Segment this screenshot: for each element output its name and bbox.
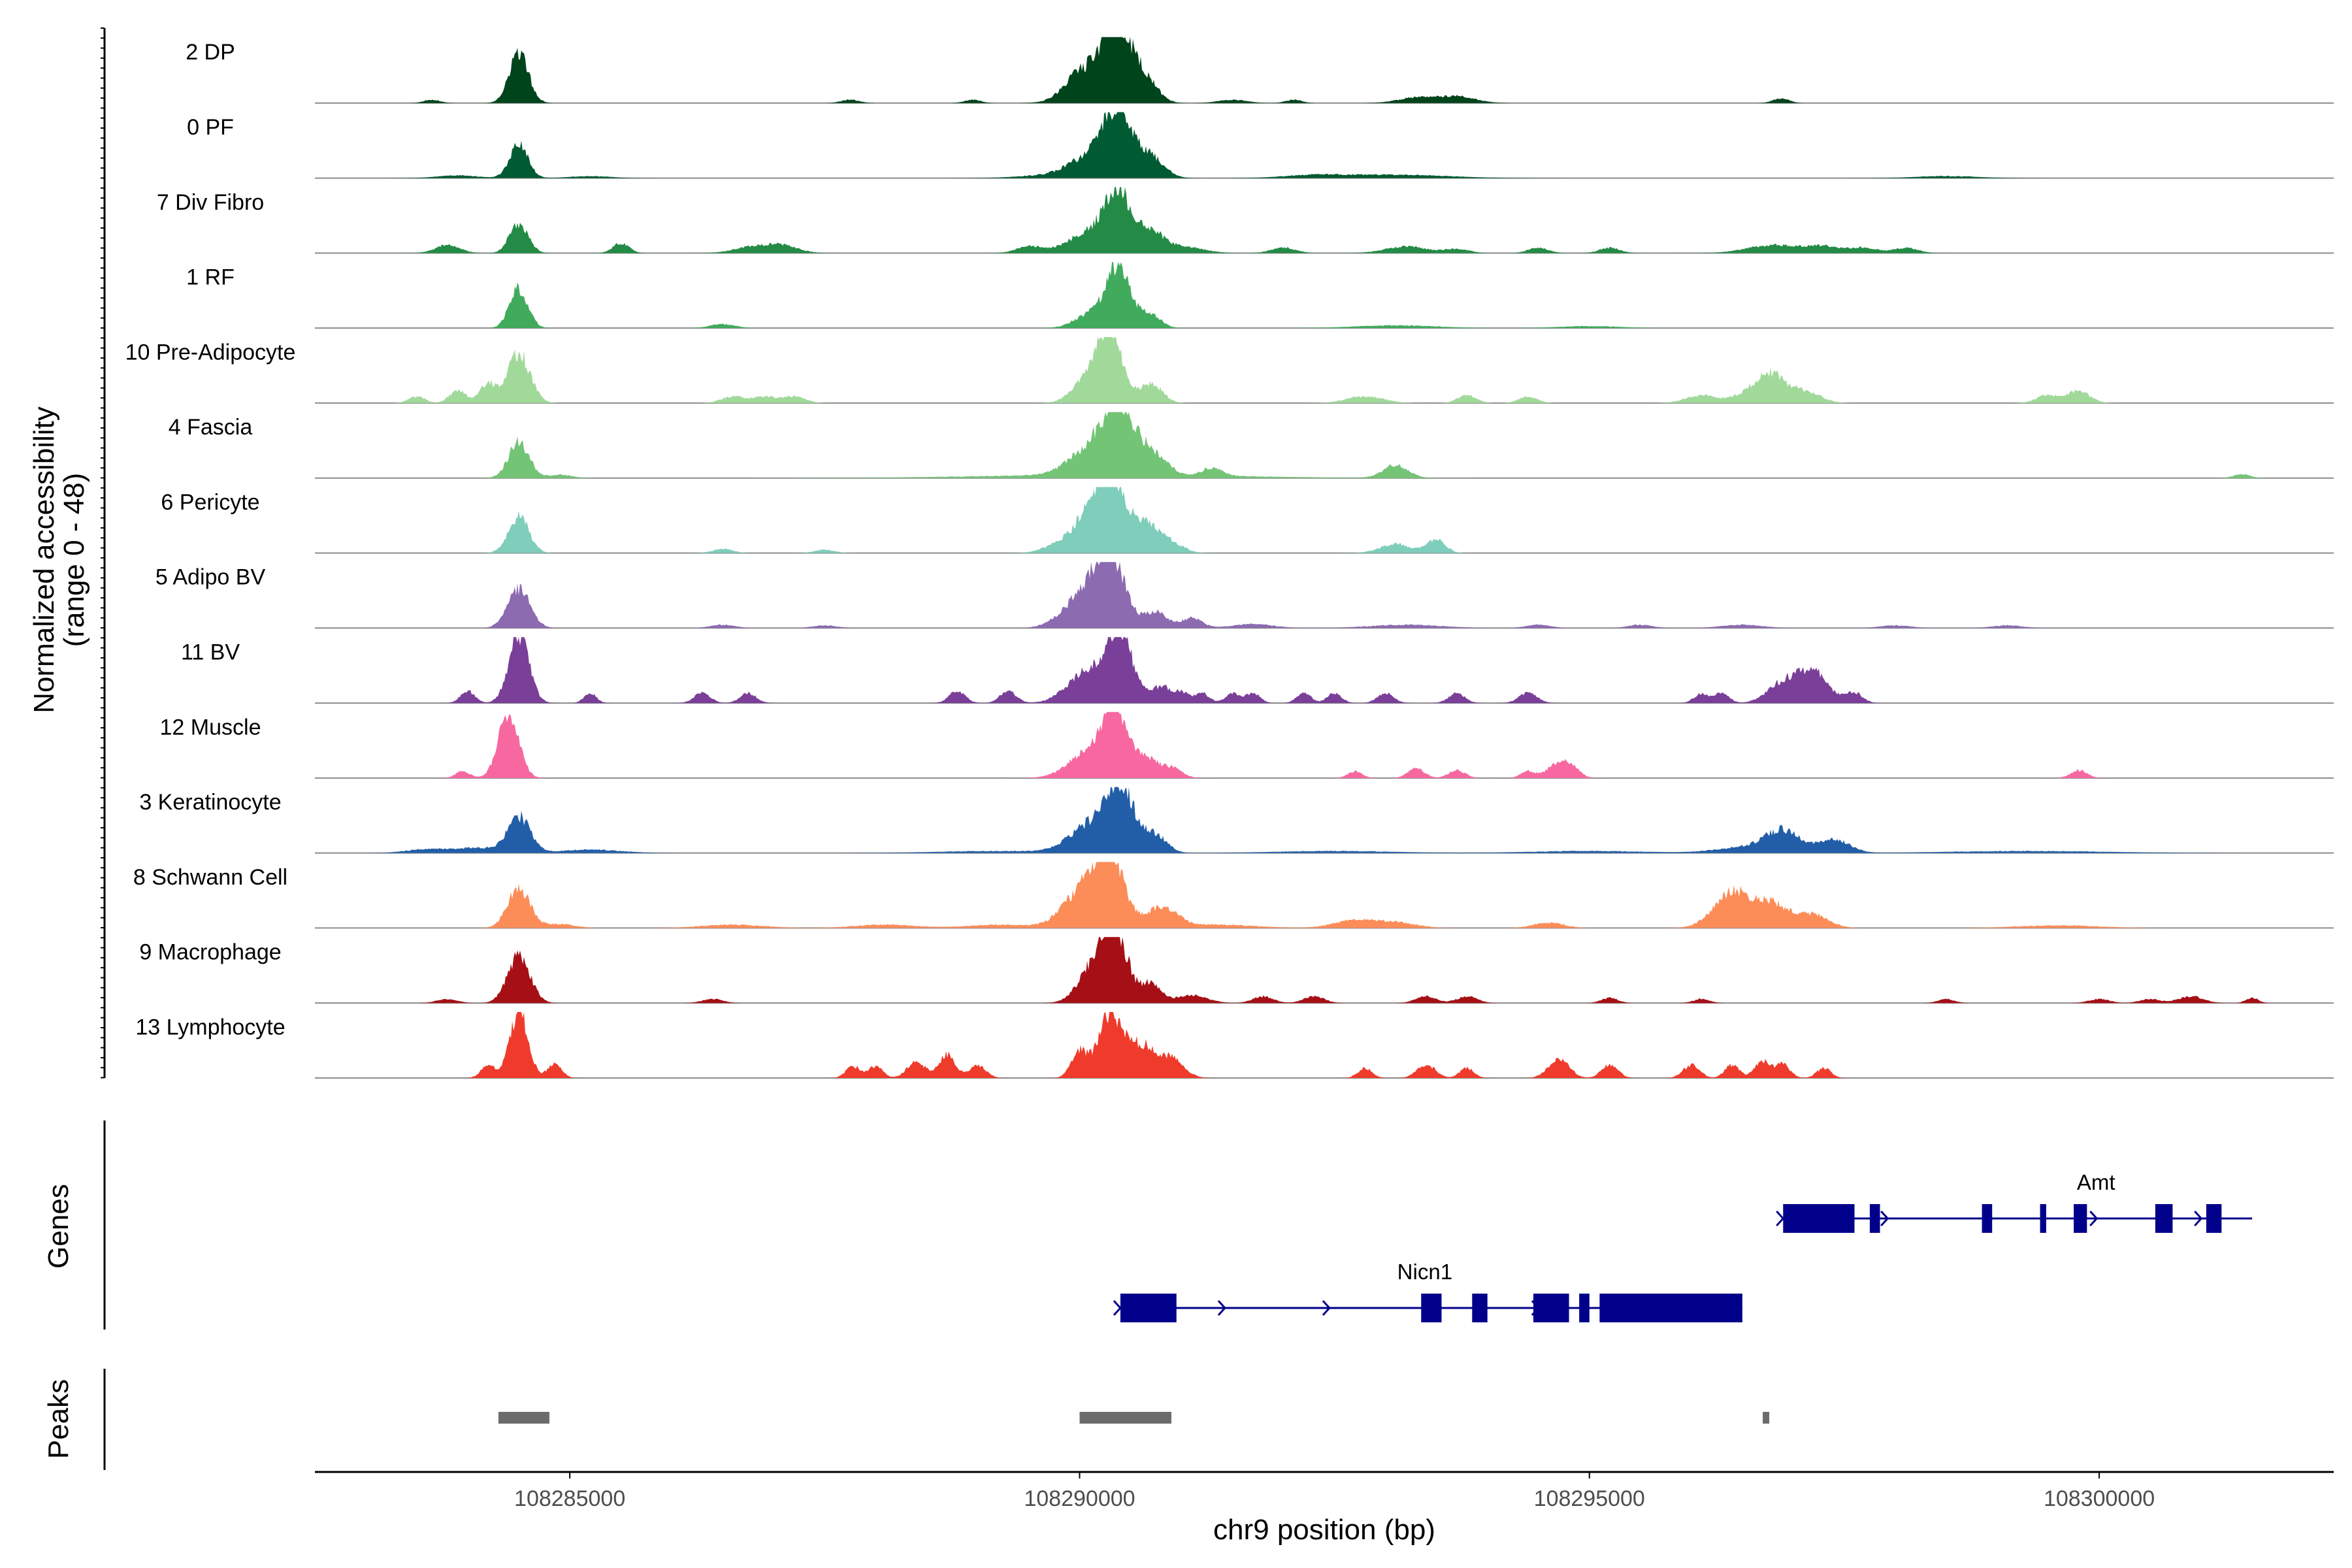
track-label: 6 Pericyte (161, 490, 259, 515)
track-label: 1 RF (186, 265, 235, 290)
coverage-area (315, 37, 2334, 103)
coverage-tracks: 2 DP 0 PF 7 Div Fibro 1 RF 10 Pre-Adipocyte 4… (125, 37, 2334, 1079)
y-axis-ticks (101, 27, 105, 1079)
gene-exon (1869, 1204, 1880, 1233)
strand-arrow (1113, 1299, 1122, 1316)
coverage-area (315, 487, 2334, 553)
track: 6 Pericyte (161, 487, 2334, 554)
gene-exon (1579, 1294, 1590, 1322)
coverage-area (315, 112, 2334, 178)
track: 10 Pre-Adipocyte (125, 336, 2334, 404)
coverage-area (315, 711, 2334, 778)
gene-exon (1472, 1294, 1488, 1322)
track-label: 12 Muscle (160, 715, 261, 740)
track-label: 0 PF (187, 115, 234, 140)
gene-exon (2074, 1204, 2087, 1233)
coverage-area (315, 937, 2334, 1004)
track-label: 9 Macrophage (139, 940, 281, 965)
track-label: 4 Fascia (169, 415, 253, 440)
track: 3 Keratinocyte (139, 787, 2334, 854)
track: 2 DP (186, 37, 2334, 104)
y-axis-range: (range 0 - 48) (58, 473, 90, 647)
strand-arrow (1776, 1210, 1785, 1227)
track: 0 PF (187, 112, 2334, 179)
gene-exon (1783, 1204, 1855, 1233)
track: 9 Macrophage (139, 937, 2334, 1004)
track: 4 Fascia (169, 412, 2334, 479)
coverage-area (315, 412, 2334, 478)
peak-region (1763, 1412, 1770, 1424)
gene-exon (1120, 1294, 1177, 1322)
track-label: 11 BV (181, 640, 240, 664)
peaks-track-label: Peaks (42, 1379, 74, 1459)
coverage-area (315, 637, 2334, 704)
y-axis-title: Normalized accessibility (28, 406, 60, 713)
gene-model: Nicn1 (1113, 1260, 1742, 1322)
x-tick-label: 108290000 (1024, 1486, 1135, 1511)
gene-label: Amt (2077, 1170, 2115, 1194)
x-axis-title: chr9 position (bp) (1213, 1514, 1435, 1546)
strand-arrow (1322, 1299, 1331, 1316)
peak-region (498, 1412, 549, 1424)
track-label: 2 DP (186, 40, 235, 65)
gene-label: Nicn1 (1397, 1260, 1452, 1284)
gene-exon (1982, 1204, 1993, 1233)
coverage-area (315, 336, 2334, 403)
coverage-area (315, 262, 2334, 329)
x-tick-label: 108300000 (2044, 1486, 2155, 1511)
x-axis-ticks: 108285000 108290000 108295000 108300000 (514, 1472, 2155, 1511)
track-label: 3 Keratinocyte (139, 790, 281, 815)
track: 5 Adipo BV (155, 562, 2334, 629)
track: 12 Muscle (160, 711, 2334, 779)
coverage-area (315, 787, 2334, 853)
track: 13 Lymphocyte (135, 1012, 2334, 1079)
track: 7 Div Fibro (157, 187, 2334, 254)
gene-exon (2206, 1204, 2222, 1233)
track-label: 8 Schwann Cell (133, 865, 287, 890)
gene-model: Amt (1776, 1170, 2253, 1233)
track-label: 5 Adipo BV (155, 565, 266, 590)
genes-track-label: Genes (42, 1184, 74, 1269)
coverage-area (315, 862, 2334, 928)
track: 11 BV (181, 637, 2334, 704)
track-label: 7 Div Fibro (157, 190, 264, 215)
strand-arrow (1880, 1210, 1889, 1227)
gene-track: Amt Nicn1 (1113, 1170, 2253, 1322)
gene-exon (1599, 1294, 1742, 1322)
track: 8 Schwann Cell (133, 862, 2334, 929)
peak-region (1079, 1412, 1171, 1424)
strand-arrow (2194, 1210, 2203, 1227)
gene-exon (1421, 1294, 1442, 1322)
gene-exon (2040, 1204, 2046, 1233)
peak-track (498, 1412, 1770, 1424)
track-label: 10 Pre-Adipocyte (125, 340, 296, 365)
x-tick-label: 108295000 (1534, 1486, 1645, 1511)
strand-arrow (2089, 1210, 2099, 1227)
gene-exon (1533, 1294, 1569, 1322)
track: 1 RF (186, 262, 2334, 329)
y-axis-title-group: Normalized accessibility (range 0 - 48) (28, 406, 90, 713)
coverage-area (315, 562, 2334, 629)
coverage-area (315, 187, 2334, 253)
strand-arrow (1217, 1299, 1226, 1316)
x-tick-label: 108285000 (514, 1486, 625, 1511)
gene-exon (2155, 1204, 2173, 1233)
coverage-area (315, 1012, 2334, 1078)
track-label: 13 Lymphocyte (135, 1015, 285, 1039)
